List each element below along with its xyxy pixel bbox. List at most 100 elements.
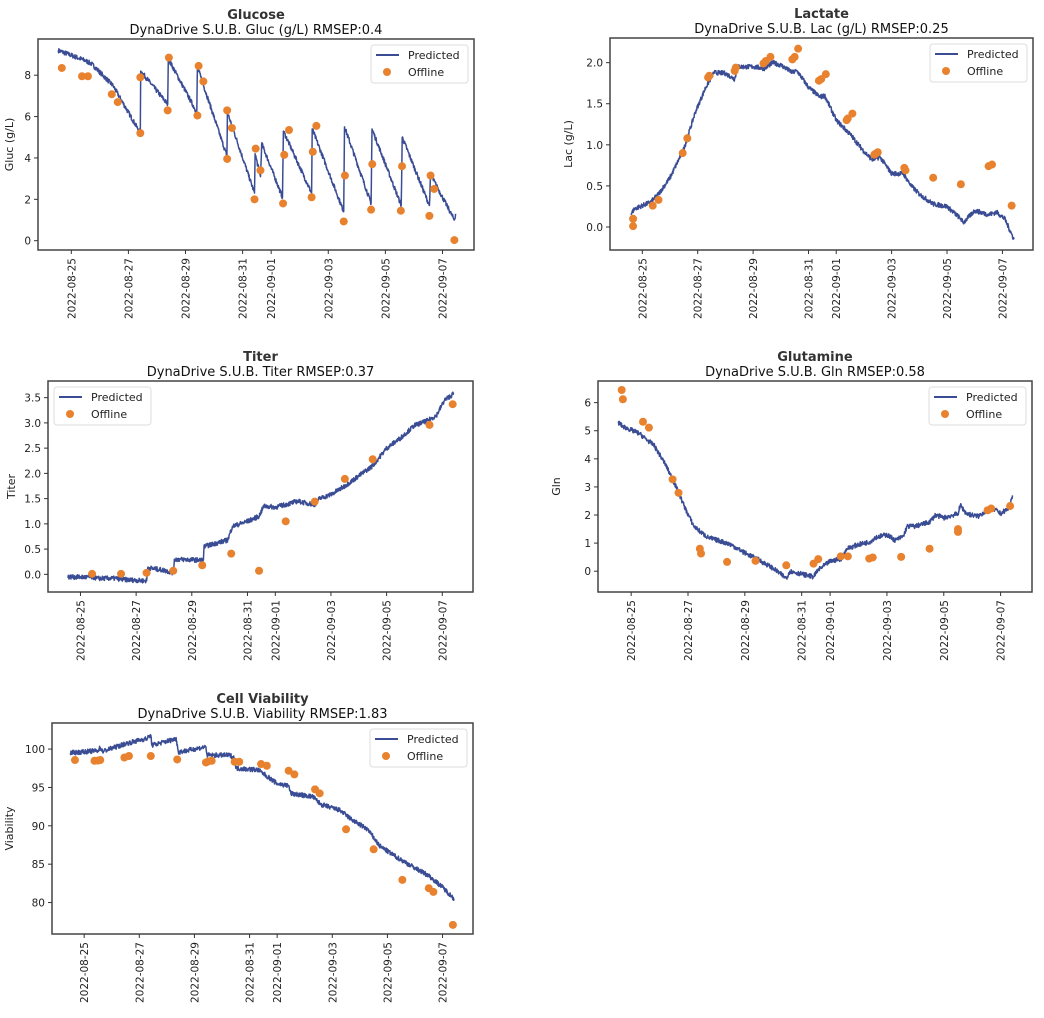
x-tick-label: 2022-08-27 <box>693 258 705 319</box>
predicted-line <box>617 420 1014 580</box>
axes-frame <box>37 38 475 251</box>
offline-point <box>136 129 145 138</box>
offline-point <box>751 556 760 565</box>
x-tick-label: 2022-08-27 <box>123 258 135 319</box>
offline-point <box>843 552 852 561</box>
offline-point <box>342 825 351 834</box>
x-tick-label: 2022-09-07 <box>438 942 450 1003</box>
x-tick-label: 2022-08-27 <box>683 600 695 661</box>
y-axis-label: Gluc (g/L) <box>3 118 16 172</box>
offline-point <box>683 134 692 143</box>
offline-point <box>929 173 938 182</box>
x-tick-label: 2022-08-25 <box>626 600 638 661</box>
y-tick-label: 90 <box>32 821 45 833</box>
legend: Predicted Offline <box>370 44 469 84</box>
y-tick-label: 0 <box>24 236 31 248</box>
offline-point <box>117 569 126 578</box>
offline-point <box>312 121 321 130</box>
x-tick-label: 2022-09-03 <box>882 600 894 661</box>
x-tick-label: 2022-08-25 <box>66 258 78 319</box>
offline-point <box>644 423 653 432</box>
y-tick-label: 0.0 <box>586 222 603 234</box>
offline-point <box>426 171 435 180</box>
y-tick-label: 2 <box>24 194 31 206</box>
offline-point <box>848 109 857 118</box>
offline-point <box>284 766 293 775</box>
x-tick-label: 2022-09-07 <box>437 258 449 319</box>
offline-point <box>308 147 317 156</box>
x-tick-label: 2022-09-07 <box>437 600 449 661</box>
offline-point <box>369 845 378 854</box>
y-tick-label: 80 <box>32 898 45 910</box>
x-tick-label: 2022-08-29 <box>189 942 201 1003</box>
x-tick-label: 2022-09-07 <box>996 600 1008 661</box>
y-axis-label: Gln <box>550 477 563 496</box>
x-tick-label: 2022-09-03 <box>326 600 338 661</box>
offline-point <box>448 920 457 929</box>
offline-point <box>124 751 133 760</box>
offline-point <box>146 751 155 760</box>
axes-frame <box>47 380 474 593</box>
offline-point <box>648 201 657 210</box>
offline-point <box>766 52 775 61</box>
x-tick-label: 2022-08-29 <box>740 600 752 661</box>
x-tick-label: 2022-08-31 <box>804 258 816 319</box>
offline-point <box>142 568 151 577</box>
chart-subtitle: DynaDrive S.U.B. Gluc (g/L) RMSEP:0.4 <box>130 23 383 38</box>
y-tick-label: 95 <box>32 782 45 794</box>
offline-point <box>310 497 319 506</box>
offline-point <box>251 144 260 153</box>
chart-subtitle: DynaDrive S.U.B. Titer RMSEP:0.37 <box>147 365 375 380</box>
chart-title: Cell Viability <box>216 692 309 707</box>
y-axis-label: Lac (g/L) <box>562 120 575 168</box>
chart-title: Lactate <box>794 7 849 22</box>
x-tick-label: 2022-08-29 <box>181 258 193 319</box>
offline-point <box>367 205 376 214</box>
predicted-line <box>57 47 457 221</box>
offline-point <box>448 400 457 409</box>
y-tick-label: 3.5 <box>24 393 41 405</box>
legend-dot-swatch <box>383 68 391 76</box>
y-tick-label: 2.0 <box>586 58 603 70</box>
legend-dot-swatch <box>382 752 390 760</box>
y-tick-label: 0.0 <box>24 569 41 581</box>
offline-point <box>280 150 289 159</box>
offline-point <box>78 72 87 81</box>
x-tick-label: 2022-08-31 <box>797 600 809 661</box>
offline-point <box>207 756 216 765</box>
legend-label-predicted: Predicted <box>967 48 1019 61</box>
chart-subtitle: DynaDrive S.U.B. Gln RMSEP:0.58 <box>705 365 925 380</box>
x-tick-label: 2022-08-27 <box>131 600 143 661</box>
x-tick-label: 2022-09-05 <box>382 942 394 1003</box>
legend-label-predicted: Predicted <box>408 49 460 62</box>
legend: Predicted Offline <box>53 386 152 426</box>
x-tick-label: 2022-09-01 <box>270 600 282 661</box>
offline-point <box>279 199 288 208</box>
y-tick-label: 2.0 <box>24 468 41 480</box>
offline-point <box>925 544 934 553</box>
offline-point <box>256 166 265 175</box>
offline-point <box>107 90 116 99</box>
offline-point <box>255 566 264 575</box>
offline-point <box>96 756 105 765</box>
offline-point <box>163 106 172 115</box>
legend-label-offline: Offline <box>407 750 443 763</box>
offline-point <box>897 552 906 561</box>
x-tick-label: 2022-08-31 <box>245 942 257 1003</box>
offline-point <box>629 214 638 223</box>
offline-point <box>731 63 740 72</box>
offline-point <box>339 217 348 226</box>
y-axis-label: Viability <box>3 806 16 851</box>
y-tick-label: 1.5 <box>24 494 41 506</box>
offline-point <box>629 222 638 231</box>
y-tick-label: 0.5 <box>586 181 603 193</box>
chart-subtitle: DynaDrive S.U.B. Lac (g/L) RMSEP:0.25 <box>694 22 948 37</box>
x-tick-label: 2022-09-03 <box>327 942 339 1003</box>
legend-dot-swatch <box>941 410 949 418</box>
offline-point <box>398 875 407 884</box>
x-tick-label: 2022-09-01 <box>825 600 837 661</box>
offline-point <box>697 549 706 558</box>
y-tick-label: 3.0 <box>24 418 41 430</box>
offline-point <box>173 755 182 764</box>
